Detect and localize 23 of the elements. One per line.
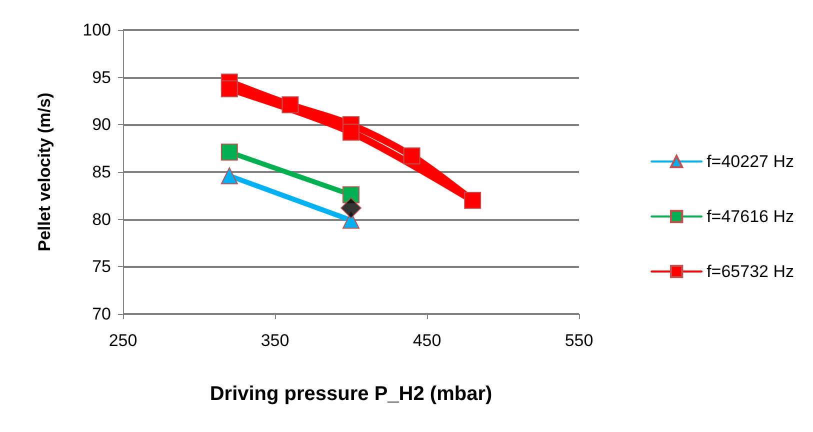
y-tick-label: 90 — [92, 115, 111, 134]
point — [403, 147, 420, 164]
y-tick-label: 85 — [92, 162, 111, 182]
y-axis-title: Pellet velocity (m/s) — [35, 92, 54, 252]
y-tick-label: 70 — [92, 304, 111, 324]
legend-label: f=40227 Hz — [706, 152, 794, 171]
x-axis-title: Driving pressure P_H2 (mbar) — [210, 383, 492, 405]
y-tick-label: 80 — [92, 210, 111, 229]
point — [464, 192, 482, 209]
x-tick-label: 450 — [412, 331, 442, 350]
y-tick-label: 75 — [92, 257, 111, 276]
y-tick-label: 95 — [92, 68, 111, 87]
x-tick-label: 250 — [108, 331, 138, 350]
point — [342, 124, 360, 141]
legend-label: f=65732 Hz — [706, 262, 794, 281]
x-tick-label: 550 — [564, 331, 594, 350]
point — [340, 197, 362, 218]
point — [220, 144, 238, 161]
x-tick-label: 350 — [260, 331, 290, 350]
point — [220, 80, 238, 98]
y-tick-label: 100 — [82, 20, 111, 40]
point — [282, 96, 299, 114]
legend-label: f=47616 Hz — [706, 207, 794, 226]
